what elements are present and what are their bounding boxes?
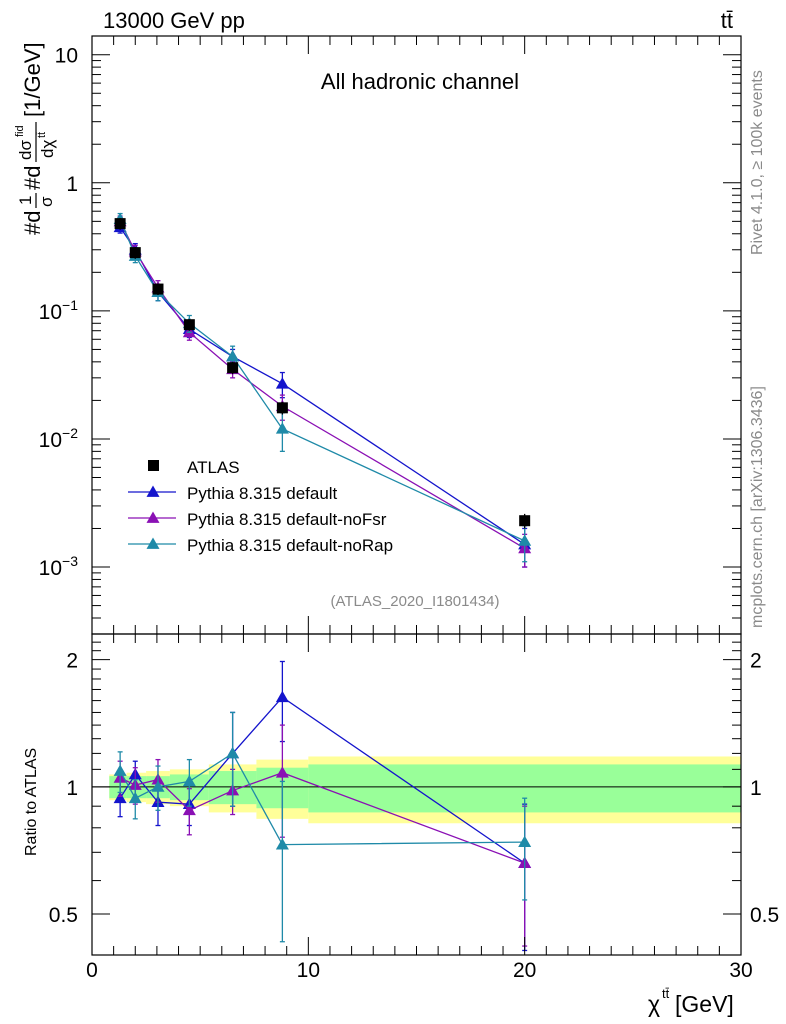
main-ytick-label-4: 10−3	[39, 553, 79, 580]
main-marker-2-5	[275, 422, 289, 434]
ratio-marker-2-2	[151, 780, 165, 792]
ratio-marker-1-5	[275, 766, 289, 778]
legend-entry-2: Pythia 8.315 default-noFsr	[128, 510, 387, 529]
main-marker-0-5	[275, 377, 289, 389]
xtick-label-1: 10	[297, 959, 320, 982]
main-ytick-sup-2: −1	[62, 297, 78, 313]
xlabel: χ tt̄ [GeV]	[648, 986, 734, 1017]
ratio-marker-0-0	[113, 791, 127, 804]
ratio-ytick-label-left-1: 1	[66, 777, 78, 800]
main-ytick-base-2: 10	[39, 301, 62, 324]
ratio-marker-2-1	[128, 791, 142, 804]
atlas-point-3	[183, 319, 195, 331]
ratio-ytick-label-right-1: 1	[750, 777, 762, 800]
analysis-id: (ATLAS_2020_I1801434)	[330, 593, 499, 610]
ratio-ytick-label-right-2: 0.5	[750, 904, 779, 927]
legend-entry-0: ATLAS	[148, 458, 240, 477]
ylabel-mid: #d	[20, 166, 45, 190]
ylabel-frac1-num: 1	[16, 196, 35, 205]
ratio-marker-2-4	[226, 746, 240, 759]
legend-entry-3: Pythia 8.315 default-noRap	[128, 536, 393, 555]
ratio-marker-2-6	[518, 835, 532, 847]
ylabel-frac2-num-sup: fid	[14, 125, 26, 137]
main-ytick-sup-3: −2	[62, 425, 78, 441]
legend-label-0: ATLAS	[187, 458, 240, 477]
process-label: 13000 GeV pp	[103, 8, 245, 33]
ylabel-frac1-den: σ	[37, 196, 56, 207]
xtick-label-0: 0	[86, 959, 98, 982]
ratio-marker-2-3	[182, 774, 196, 787]
legend-entry-1: Pythia 8.315 default	[128, 484, 338, 503]
atlas-point-1	[129, 247, 141, 259]
legend-marker-0	[148, 460, 159, 471]
legend-marker-2	[146, 511, 160, 523]
legend-label-2: Pythia 8.315 default-noFsr	[187, 510, 387, 529]
ylabel-prefix: #d	[20, 211, 45, 235]
ttbar-tag: tt̄	[721, 8, 733, 33]
legend-marker-1	[146, 485, 160, 497]
main-ytick-label-1: 1	[66, 173, 78, 196]
ratio-ytick-label-left-2: 0.5	[49, 904, 78, 927]
ylabel-frac2-num: dσ	[16, 140, 35, 160]
rivet-label: Rivet 4.1.0, ≥ 100k events	[749, 70, 766, 255]
ratio-ylabel: Ratio to ATLAS	[23, 748, 40, 856]
channel-title: All hadronic channel	[321, 69, 519, 94]
xtick-label-2: 20	[513, 959, 536, 982]
ratio-marker-2-5	[275, 838, 289, 850]
main-ytick-label-2: 10−1	[39, 297, 79, 324]
ratio-uncertainty-bands	[109, 756, 741, 824]
main-ytick-label-0: 10	[55, 45, 78, 68]
atlas-point-5	[276, 402, 288, 414]
main-data-layer	[114, 218, 531, 529]
ratio-ytick-label-right-0: 2	[750, 650, 762, 673]
xtick-label-3: 30	[729, 959, 752, 982]
main-ytick-label-3: 10−2	[39, 425, 79, 452]
ratio-marker-0-5	[275, 690, 289, 703]
ylabel-frac2-den-sup: tt̄	[36, 132, 48, 138]
ylabel-unit: [1/GeV]	[20, 42, 45, 117]
main-ytick-base-4: 10	[39, 557, 62, 580]
ratio-marker-2-0	[113, 764, 127, 776]
main-marker-2-4	[226, 350, 240, 362]
xlabel-chi: χ	[648, 991, 660, 1017]
main-ytick-base-3: 10	[39, 429, 62, 452]
legend-label-1: Pythia 8.315 default	[187, 484, 338, 503]
ratio-marker-1-3	[182, 803, 196, 816]
atlas-point-0	[114, 218, 126, 230]
ratio-ytick-label-left-0: 2	[66, 650, 78, 673]
legend: ATLAS Pythia 8.315 default Pythia 8.315 de…	[128, 458, 393, 555]
xlabel-sup: tt̄	[662, 986, 670, 1001]
ratio-series-2	[113, 711, 532, 943]
legend-label-3: Pythia 8.315 default-noRap	[187, 536, 393, 555]
main-ylabel: #d 1 σ #d dσ fid dχ tt̄ [1/GeV]	[14, 42, 57, 235]
atlas-point-2	[152, 283, 164, 295]
atlas-point-6	[519, 515, 531, 527]
legend-marker-3	[146, 537, 160, 549]
main-marker-2-6	[518, 534, 532, 546]
ratio-series-layer	[113, 660, 532, 952]
xlabel-unit: [GeV]	[675, 991, 734, 1017]
main-ytick-sup-4: −3	[62, 553, 78, 569]
atlas-point-4	[227, 362, 239, 374]
ylabel-frac2-den: dχ	[38, 140, 57, 158]
mcplots-label: mcplots.cern.ch [arXiv:1306.3436]	[749, 386, 766, 628]
